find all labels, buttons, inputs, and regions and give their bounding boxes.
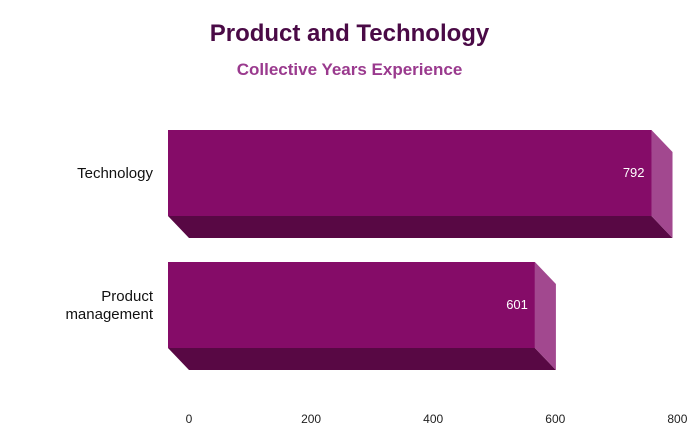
data-label: 601 bbox=[506, 297, 528, 312]
bar-bottom-face bbox=[168, 348, 556, 370]
x-tick-label: 400 bbox=[423, 412, 443, 426]
bar-bottom-face bbox=[168, 216, 673, 238]
x-tick-label: 600 bbox=[545, 412, 565, 426]
bar bbox=[168, 130, 652, 216]
bar-side-face bbox=[651, 130, 673, 238]
category-label: Product bbox=[101, 288, 154, 305]
category-label: Technology bbox=[77, 165, 153, 182]
x-tick-label: 800 bbox=[667, 412, 687, 426]
chart-subtitle: Collective Years Experience bbox=[236, 60, 463, 79]
bar bbox=[168, 262, 535, 348]
x-tick-label: 200 bbox=[301, 412, 321, 426]
category-label: management bbox=[65, 306, 153, 323]
x-tick-label: 0 bbox=[186, 412, 193, 426]
chart-title: Product and Technology bbox=[209, 20, 490, 47]
bar-side-face bbox=[534, 262, 556, 370]
data-label: 792 bbox=[623, 165, 645, 180]
